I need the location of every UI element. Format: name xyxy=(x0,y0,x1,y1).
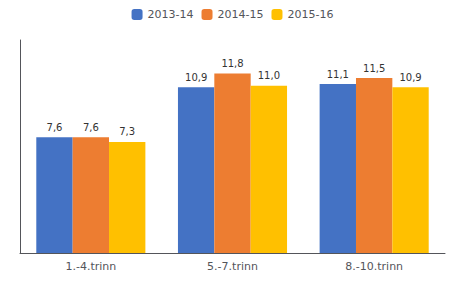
svg-text:2015-16: 2015-16 xyxy=(287,8,333,21)
svg-text:11,8: 11,8 xyxy=(221,58,243,69)
svg-text:7,6: 7,6 xyxy=(47,122,63,133)
svg-text:8.-10.trinn: 8.-10.trinn xyxy=(345,260,403,273)
svg-text:2013-14: 2013-14 xyxy=(148,8,194,21)
svg-text:7,3: 7,3 xyxy=(119,126,135,137)
svg-text:11,1: 11,1 xyxy=(327,69,349,80)
svg-text:2014-15: 2014-15 xyxy=(218,8,264,21)
svg-text:1.-4.trinn: 1.-4.trinn xyxy=(65,260,116,273)
svg-text:10,9: 10,9 xyxy=(399,72,421,83)
svg-text:5.-7.trinn: 5.-7.trinn xyxy=(207,260,258,273)
svg-text:11,5: 11,5 xyxy=(363,63,385,74)
svg-text:7,6: 7,6 xyxy=(83,122,99,133)
svg-text:11,0: 11,0 xyxy=(258,70,280,81)
svg-text:10,9: 10,9 xyxy=(185,72,207,83)
